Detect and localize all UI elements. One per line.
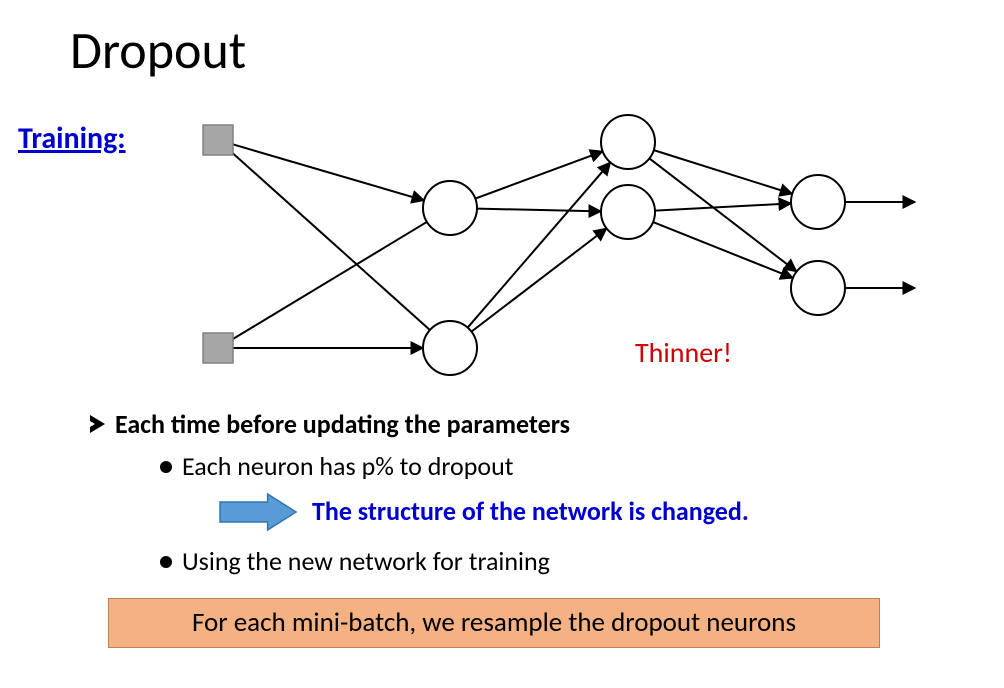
- bullet-text-2: Each neuron has p% to dropout: [182, 450, 514, 482]
- bullet-line-4: Using the new network for training: [160, 545, 550, 577]
- block-arrow-icon: [218, 492, 298, 532]
- network-diagram: [170, 100, 950, 390]
- footer-box: For each mini-batch, we resample the dro…: [108, 598, 880, 648]
- bullet-text-1: Each time before updating the parameters: [115, 408, 570, 440]
- slide-title: Dropout: [70, 18, 246, 82]
- bullet-text-4: Using the new network for training: [182, 545, 550, 577]
- bullet-line-1: Each time before updating the parameters: [90, 408, 570, 440]
- training-label: Training:: [18, 120, 126, 157]
- triangle-bullet-icon: [90, 415, 105, 433]
- bullet-line-3: The structure of the network is changed.: [312, 495, 749, 527]
- disc-bullet-icon: [160, 556, 172, 568]
- slide: Dropout Training: Thinner! Each time bef…: [0, 0, 1004, 688]
- annotation-thinner: Thinner!: [635, 335, 732, 370]
- bullet-line-2: Each neuron has p% to dropout: [160, 450, 514, 482]
- disc-bullet-icon: [160, 461, 172, 473]
